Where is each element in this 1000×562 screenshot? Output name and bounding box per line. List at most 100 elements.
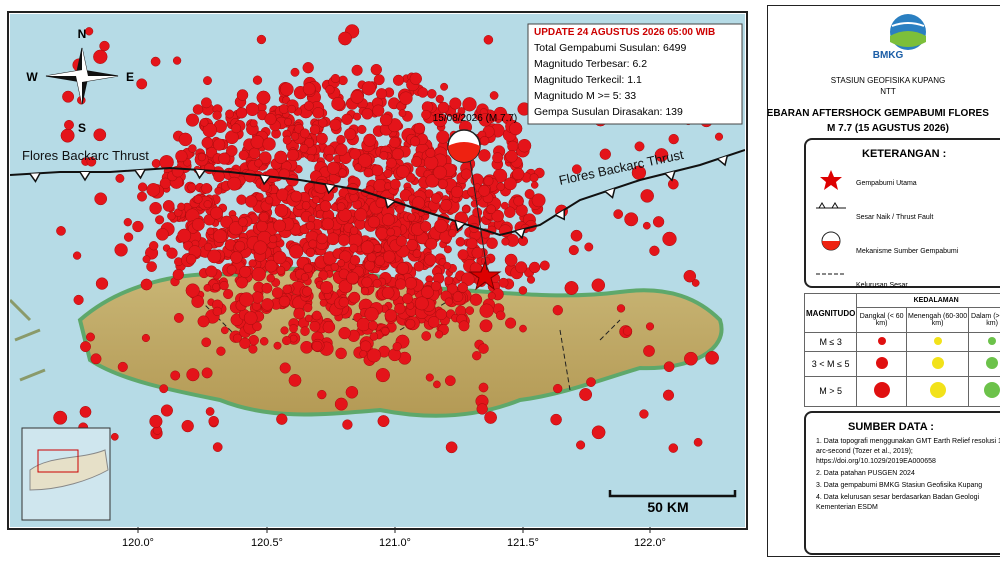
table-row: M ≤ 3 xyxy=(803,332,1000,352)
aftershock xyxy=(505,317,517,329)
lon-label: 122.0° xyxy=(634,537,666,549)
aftershock xyxy=(421,285,434,299)
aftershock xyxy=(300,340,313,354)
aftershock xyxy=(155,215,165,225)
aftershock xyxy=(172,268,184,281)
aftershock xyxy=(299,143,309,153)
fault-tooth xyxy=(79,171,91,182)
aftershock xyxy=(84,27,94,36)
aftershock xyxy=(290,132,300,141)
aftershock xyxy=(492,152,504,164)
aftershock xyxy=(311,310,322,321)
aftershock xyxy=(226,145,238,157)
fault-tooth xyxy=(555,209,565,221)
fault-tooth xyxy=(454,220,466,232)
aftershock xyxy=(478,343,489,354)
aftershock xyxy=(136,78,148,90)
aftershock xyxy=(227,176,242,191)
aftershock xyxy=(284,117,293,126)
aftershock xyxy=(460,168,472,180)
aftershock xyxy=(507,140,519,152)
aftershock xyxy=(170,370,181,381)
aftershock xyxy=(624,212,639,227)
aftershock xyxy=(186,254,197,265)
aftershock xyxy=(316,233,328,245)
aftershock xyxy=(448,229,457,238)
aftershock xyxy=(274,150,288,164)
aftershock xyxy=(531,193,546,208)
aftershock xyxy=(361,108,374,120)
aftershock xyxy=(654,148,669,162)
aftershock xyxy=(185,113,200,127)
depth-dot xyxy=(984,382,1000,399)
aftershock xyxy=(668,443,679,453)
aftershock xyxy=(235,107,248,119)
aftershock xyxy=(312,195,321,204)
aftershock xyxy=(64,119,74,130)
aftershock xyxy=(213,229,228,244)
aftershock xyxy=(306,221,316,231)
aftershock xyxy=(369,332,379,341)
aftershock xyxy=(216,346,226,356)
aftershock xyxy=(185,283,200,298)
aftershock xyxy=(123,232,134,242)
aftershock xyxy=(518,286,528,295)
aftershock xyxy=(395,235,407,247)
aftershock xyxy=(86,332,95,342)
aftershock xyxy=(524,189,535,199)
aftershock xyxy=(188,144,197,153)
aftershock xyxy=(86,156,97,167)
aftershock xyxy=(472,351,482,361)
aftershock xyxy=(261,298,274,311)
aftershock xyxy=(238,150,249,161)
aftershock xyxy=(457,282,468,293)
aftershock xyxy=(396,262,410,275)
fault-tooth xyxy=(514,228,526,240)
aftershock xyxy=(552,305,563,316)
aftershock xyxy=(201,337,212,348)
aftershock xyxy=(425,147,436,158)
aftershock xyxy=(199,118,209,127)
compass: N E S W xyxy=(26,27,134,135)
aftershock xyxy=(465,306,475,315)
aftershock xyxy=(335,347,347,360)
aftershock xyxy=(513,195,524,207)
aftershock xyxy=(357,124,367,134)
aftershock xyxy=(591,425,606,440)
aftershock xyxy=(391,148,404,161)
scale-bar xyxy=(608,490,737,498)
aftershock xyxy=(353,163,362,172)
aftershock xyxy=(197,315,210,328)
aftershock xyxy=(705,350,719,365)
aftershock xyxy=(201,367,213,379)
aftershock xyxy=(440,199,453,212)
aftershock xyxy=(186,368,200,382)
aftershock xyxy=(449,97,462,110)
beachball-fill xyxy=(448,142,480,162)
aftershock xyxy=(382,250,396,263)
depth-dot xyxy=(875,356,888,369)
scale-label: 50 KM xyxy=(647,499,688,515)
aftershock xyxy=(146,183,161,197)
aftershock xyxy=(175,149,188,163)
source-item: 3. Data gempabumi BMKG Stasiun Geofisika… xyxy=(816,482,983,489)
aftershock xyxy=(417,87,429,98)
aftershock xyxy=(437,101,450,114)
table-header: MAGNITUDO xyxy=(803,292,858,334)
aftershock xyxy=(282,336,292,346)
aftershock xyxy=(684,351,698,366)
aftershock xyxy=(151,159,161,168)
aftershock xyxy=(427,316,440,328)
aftershock xyxy=(396,165,410,179)
aftershock xyxy=(258,151,272,165)
aftershock xyxy=(476,403,488,415)
aftershock xyxy=(123,218,132,227)
leader xyxy=(469,159,488,271)
aftershock xyxy=(505,150,518,163)
aftershock xyxy=(300,273,309,282)
lon-label: 120.0° xyxy=(122,537,154,549)
aftershock xyxy=(250,135,265,149)
panel-title: SEBARAN AFTERSHOCK GEMPABUMI FLORES xyxy=(767,108,989,119)
aftershock xyxy=(662,231,677,247)
aftershock xyxy=(191,295,205,308)
